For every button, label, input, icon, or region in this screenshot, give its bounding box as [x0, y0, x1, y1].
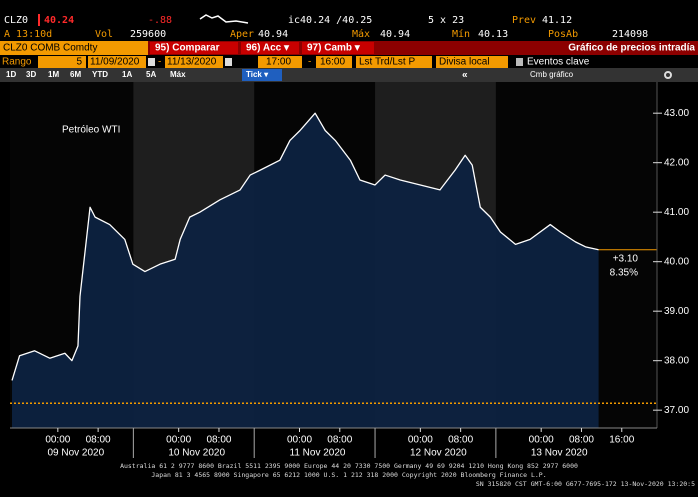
net-change: -.88 [148, 15, 172, 26]
tick-marker [38, 14, 40, 26]
vol-value: 259600 [130, 29, 166, 40]
y-tick-label: 42.00 [664, 157, 689, 168]
vol-label: Vol [95, 29, 113, 40]
field-text[interactable]: 11/13/2020 [167, 57, 217, 68]
button[interactable] [150, 42, 238, 54]
footer-line: Australia 61 2 9777 8600 Brazil 5511 239… [120, 462, 578, 470]
price-area [12, 113, 599, 429]
period-button[interactable]: 1D [6, 70, 16, 79]
price-line [11, 112, 599, 381]
x-tick-label: 00:00 [408, 435, 433, 446]
calendar-icon[interactable] [148, 58, 155, 66]
sparkline-icon [199, 14, 249, 24]
period-button[interactable]: 5A [146, 70, 156, 79]
period-button[interactable]: 1M [48, 70, 59, 79]
field-text[interactable]: 5 [76, 57, 82, 68]
y-tick-label: 43.00 [664, 108, 689, 119]
bid-ask: ic40.24 /40.25 [288, 15, 372, 26]
button-label[interactable]: 96) Acc ▾ [246, 43, 290, 54]
security-box[interactable] [0, 41, 148, 55]
change-label: +3.10 [613, 253, 639, 264]
collapse[interactable]: « [462, 70, 468, 81]
x-tick-label: 00:00 [529, 435, 554, 446]
period-button[interactable]: 3D [26, 70, 36, 79]
date-label: 09 Nov 2020 [47, 448, 104, 459]
time: A 13:10d [4, 29, 52, 40]
y-tick-label: 40.00 [664, 256, 689, 267]
footer-line: SN 315820 CST GMT-6:00 G677-7695-172 13-… [476, 480, 695, 488]
period-button[interactable]: Máx [170, 70, 186, 79]
security[interactable]: CLZ0 COMB Comdty [3, 43, 97, 54]
field[interactable] [38, 56, 86, 68]
prev-value: 41.12 [542, 15, 572, 26]
open-label: Aper [230, 29, 254, 40]
x-tick-label: 00:00 [287, 435, 312, 446]
high-value: 40.94 [380, 29, 410, 40]
prev-label: Prev [512, 15, 536, 26]
y-tick-label: 37.00 [664, 405, 689, 416]
button-label[interactable]: 95) Comparar [155, 43, 220, 54]
y-tick-label: 39.00 [664, 306, 689, 317]
x-tick-label: 16:00 [609, 435, 634, 446]
field-text[interactable]: 11/09/2020 [90, 57, 140, 68]
separator: - [158, 57, 161, 68]
oi-value: 214098 [612, 29, 648, 40]
events-label[interactable]: Eventos clave [527, 57, 590, 68]
field-text[interactable]: Divisa local [439, 57, 490, 68]
footer-line: Japan 81 3 4565 8900 Singapore 65 6212 1… [151, 471, 546, 479]
field[interactable] [88, 56, 146, 68]
calendar-icon[interactable] [225, 58, 232, 66]
footer [0, 460, 698, 497]
x-tick-label: 08:00 [206, 435, 231, 446]
screen-title: Gráfico de precios intradía [568, 43, 695, 54]
chart-menu[interactable]: Cmb gráfico [530, 70, 574, 79]
chart-title: Petróleo WTI [62, 125, 120, 136]
bid-ask-size: 5 x 23 [428, 15, 464, 26]
field-text[interactable]: 16:00 [320, 57, 345, 68]
y-tick-label: 38.00 [664, 355, 689, 366]
tick-label[interactable]: Tick ▾ [246, 70, 269, 79]
tick-button[interactable] [242, 69, 282, 81]
button[interactable] [302, 42, 374, 54]
x-tick-label: 08:00 [569, 435, 594, 446]
date-label: 13 Nov 2020 [531, 448, 588, 459]
field[interactable] [436, 56, 508, 68]
x-tick-label: 00:00 [45, 435, 70, 446]
low-label: Mín [452, 28, 470, 40]
checkbox[interactable] [516, 58, 523, 66]
date-label: 10 Nov 2020 [168, 448, 225, 459]
high-label: Máx [352, 28, 370, 40]
last-price: 40.24 [44, 15, 74, 26]
x-tick-label: 08:00 [448, 435, 473, 446]
range-label: Rango [2, 57, 32, 68]
field[interactable] [356, 56, 432, 68]
field[interactable] [165, 56, 223, 68]
date-label: 12 Nov 2020 [410, 448, 467, 459]
separator: - [308, 57, 311, 68]
settings-icon[interactable] [664, 71, 672, 79]
period-button[interactable]: 1A [122, 70, 132, 79]
x-tick-label: 00:00 [166, 435, 191, 446]
y-tick-label: 41.00 [664, 207, 689, 218]
button-label[interactable]: 97) Camb ▾ [307, 43, 361, 54]
x-tick-label: 08:00 [327, 435, 352, 446]
period-bar [0, 68, 698, 82]
period-button[interactable]: 6M [70, 70, 81, 79]
x-tick-label: 08:00 [86, 435, 111, 446]
period-button[interactable]: YTD [92, 70, 108, 79]
field[interactable] [258, 56, 302, 68]
button[interactable] [241, 42, 299, 54]
open-value: 40.94 [258, 29, 288, 40]
field[interactable] [316, 56, 352, 68]
date-label: 11 Nov 2020 [290, 448, 346, 459]
low-value: 40.13 [478, 29, 508, 40]
field-text[interactable]: 17:00 [266, 57, 291, 68]
change-pct-label: 8.35% [610, 267, 638, 278]
field-text[interactable]: Lst Trd/Lst P [359, 57, 415, 68]
oi-label: PosAb [548, 29, 578, 40]
ticker: CLZ0 [4, 15, 28, 26]
